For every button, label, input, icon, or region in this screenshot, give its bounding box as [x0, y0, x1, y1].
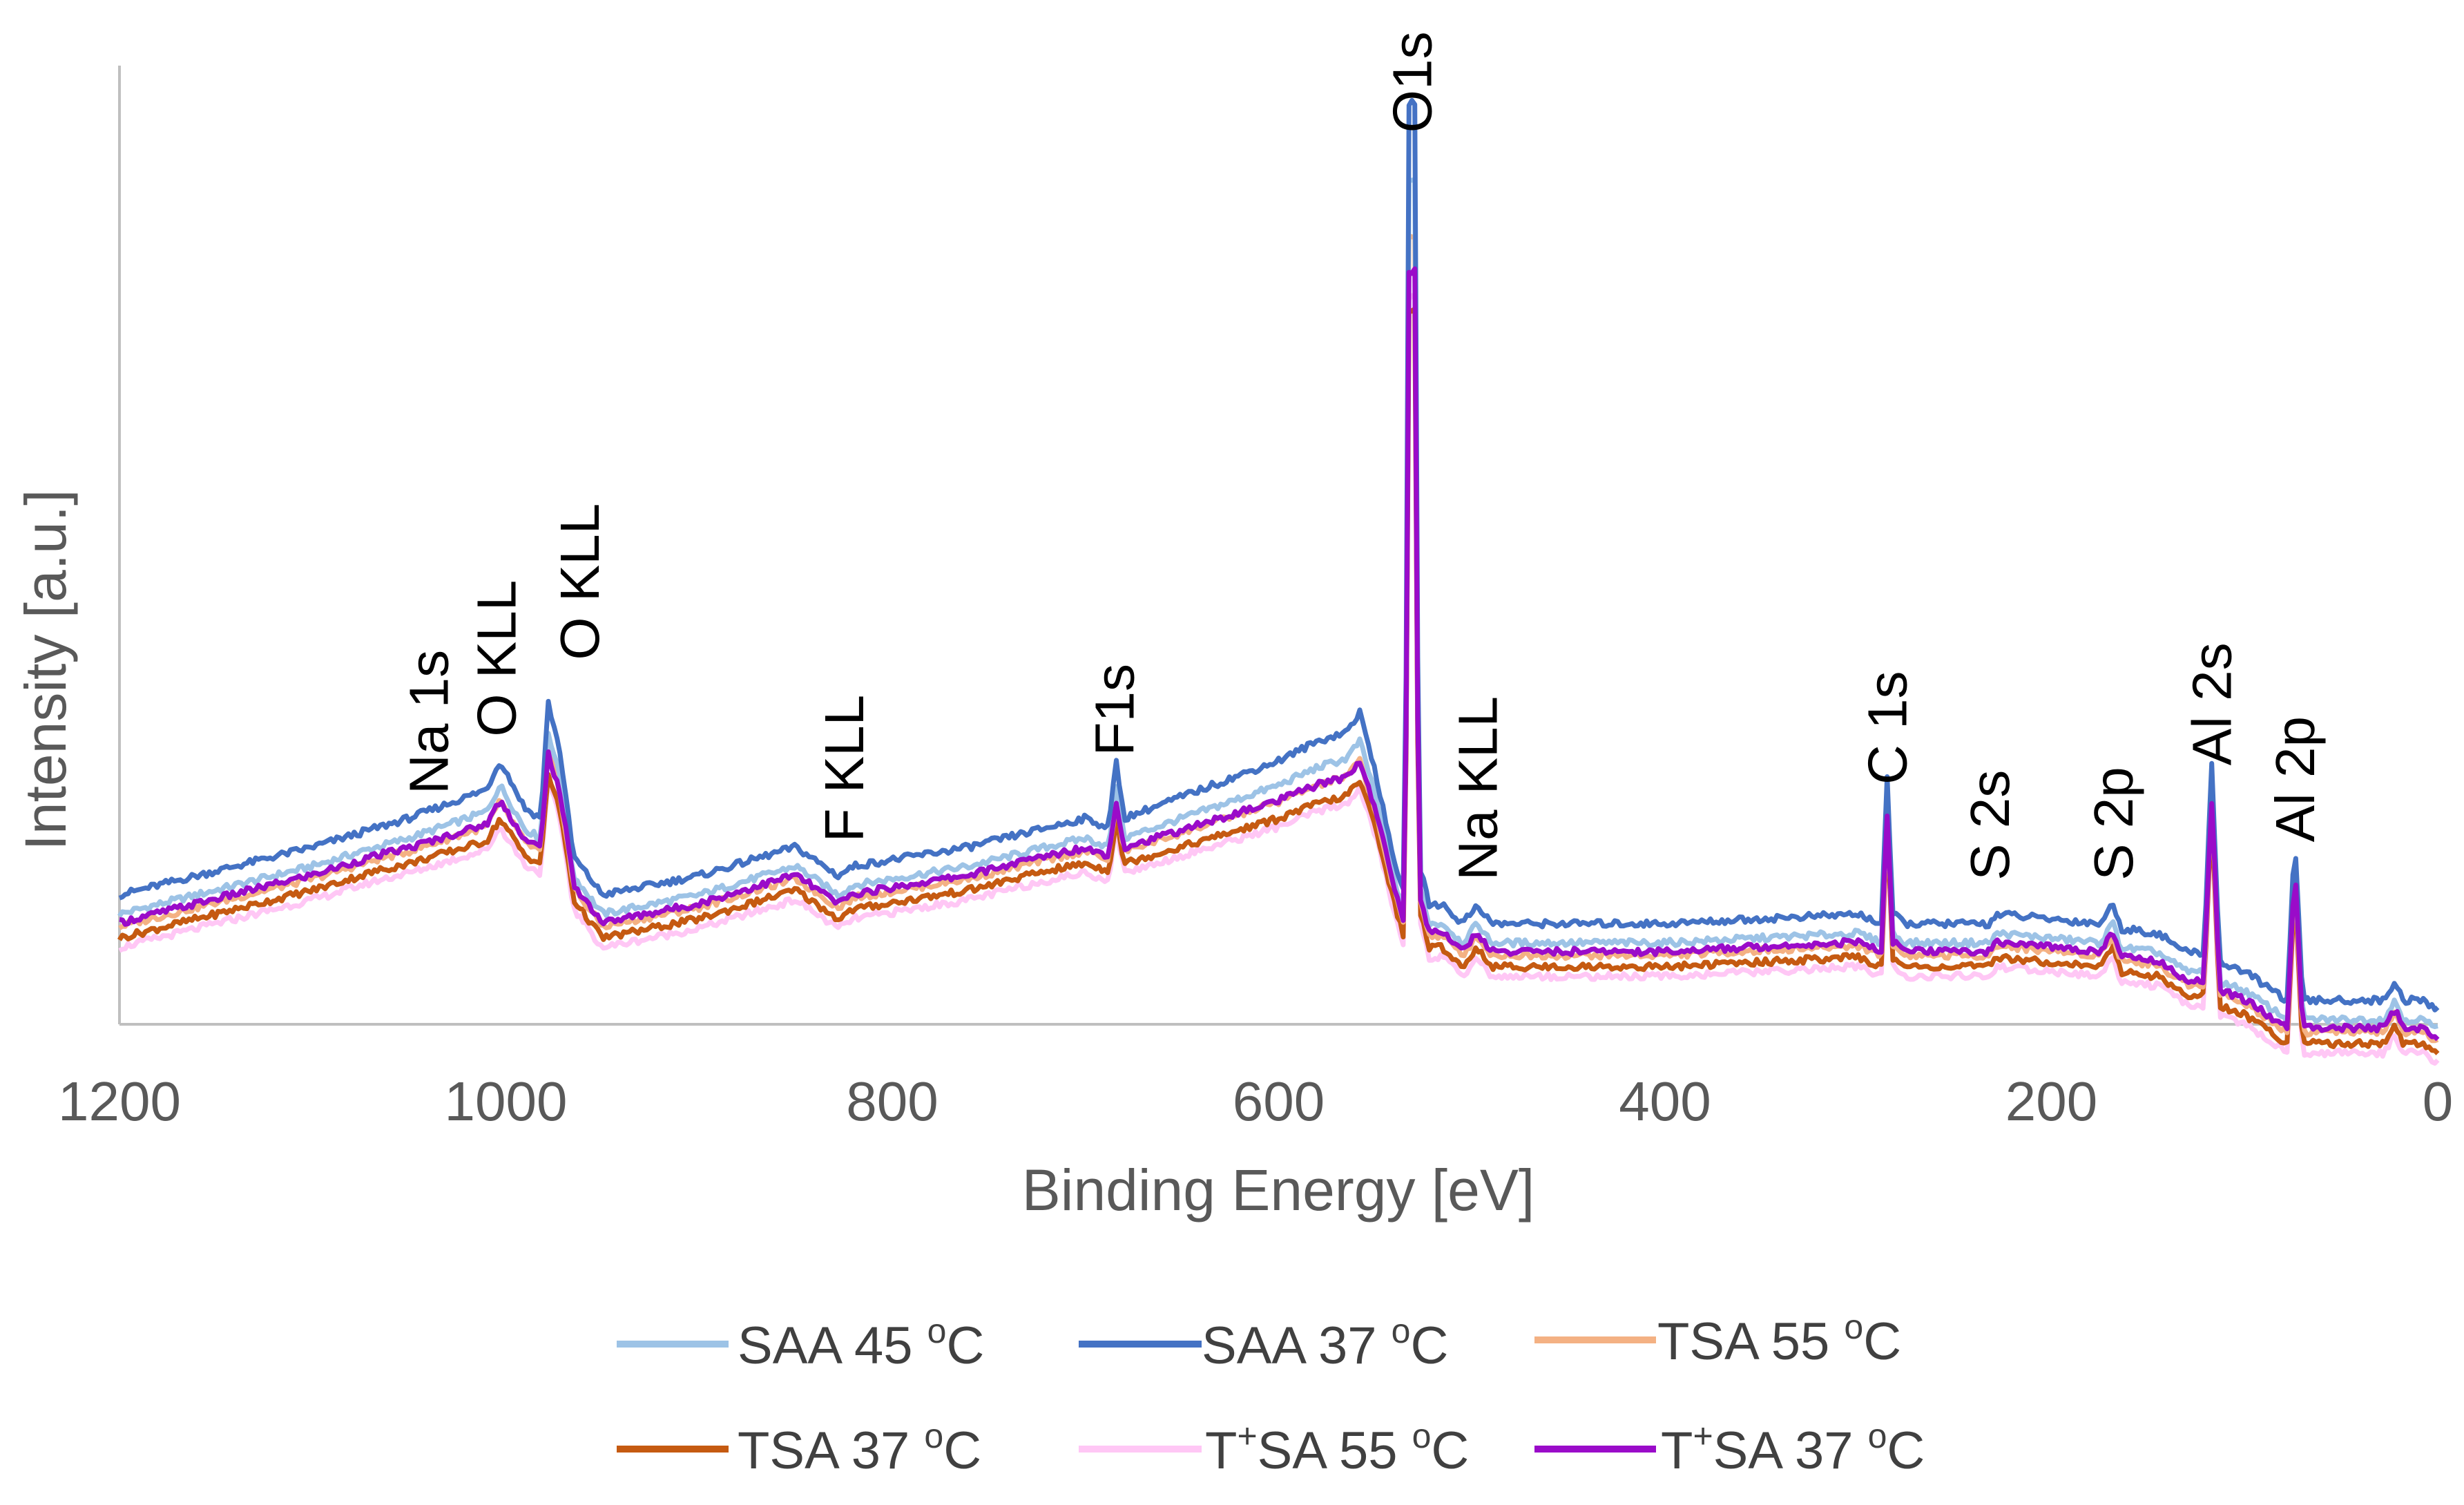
legend-item-tpsa37: T+SA 37 oC — [1534, 1417, 1925, 1480]
legend-unit: C — [943, 1421, 981, 1480]
x-tick-label: 600 — [1233, 1071, 1325, 1132]
peak-label: F1s — [1084, 664, 1146, 756]
legend-label-tpsa37-rest: SA 37 — [1713, 1421, 1868, 1480]
x-tick-label: 400 — [1619, 1071, 1711, 1132]
peak-label: O KLL — [466, 580, 528, 737]
peak-label: C 1s — [1857, 671, 1918, 785]
legend-label-tsa55: TSA 55 — [1657, 1312, 1844, 1371]
svg-text:SAA 45 oC: SAA 45 oC — [738, 1312, 984, 1375]
series-line-t-sa-37-c — [119, 266, 2440, 1042]
legend-sup-o: o — [1412, 1417, 1432, 1455]
legend-label-saa45: SAA 45 — [738, 1316, 927, 1375]
peak-label: O1s — [1382, 31, 1443, 133]
x-tick-label: 0 — [2423, 1071, 2454, 1132]
legend-unit: C — [946, 1316, 984, 1375]
series-line-saa-45-c — [117, 177, 2438, 1029]
peak-label: Al 2s — [2182, 642, 2243, 765]
peak-label: O KLL — [549, 504, 610, 660]
legend: SAA 45 oC SAA 37 oC TSA 55 oC TSA 37 oC … — [617, 1307, 1925, 1480]
legend-sup-o: o — [1392, 1312, 1411, 1350]
peak-label: Na KLL — [1447, 696, 1509, 881]
series-layer — [117, 97, 2440, 1066]
svg-text:T+SA 37 oC: T+SA 37 oC — [1661, 1417, 1925, 1480]
peak-label: S 2s — [1959, 770, 2021, 881]
x-tick-label: 800 — [846, 1071, 938, 1132]
x-tick-label: 1000 — [445, 1071, 568, 1132]
x-axis-title: Binding Energy [eV] — [1022, 1158, 1534, 1223]
legend-unit: C — [1410, 1316, 1448, 1375]
legend-sup-o: o — [1868, 1417, 1887, 1455]
svg-text:TSA 37 oC: TSA 37 oC — [738, 1417, 981, 1480]
legend-sup-o: o — [924, 1417, 943, 1455]
legend-label-tsa37: TSA 37 — [738, 1421, 924, 1480]
legend-sup-o: o — [927, 1312, 947, 1350]
legend-unit: C — [1863, 1312, 1901, 1371]
svg-text:SAA 37 oC: SAA 37 oC — [1202, 1312, 1448, 1375]
legend-unit: C — [1887, 1421, 1925, 1480]
legend-label-tpsa55-rest: SA 55 — [1258, 1421, 1412, 1480]
legend-label-tpsa55: T — [1205, 1421, 1237, 1480]
x-tick-label: 200 — [2005, 1071, 2097, 1132]
peak-label: Na 1s — [398, 650, 460, 794]
svg-text:TSA 55 oC: TSA 55 oC — [1657, 1307, 1901, 1371]
legend-item-saa45: SAA 45 oC — [617, 1312, 984, 1375]
series-line-saa-37-c — [118, 97, 2440, 1013]
legend-unit: C — [1431, 1421, 1469, 1480]
x-tick-labels: 1200 1000 800 600 400 200 0 — [58, 1071, 2453, 1132]
legend-item-tsa37: TSA 37 oC — [617, 1417, 981, 1480]
legend-label-saa37: SAA 37 — [1202, 1316, 1392, 1375]
legend-sup-plus: + — [1693, 1417, 1713, 1455]
series-line-t-sa-55-c — [118, 293, 2440, 1066]
peak-label: Al 2p — [2264, 716, 2326, 842]
x-tick-label: 1200 — [58, 1071, 181, 1132]
svg-text:T+SA 55 oC: T+SA 55 oC — [1205, 1417, 1469, 1480]
y-axis-title: Intensity [a.u.] — [13, 490, 78, 851]
legend-item-tsa55: TSA 55 oC — [1534, 1307, 1901, 1371]
legend-label-tpsa37: T — [1661, 1421, 1693, 1480]
legend-item-saa37: SAA 37 oC — [1079, 1312, 1448, 1375]
series-line-tsa-37-c — [117, 306, 2440, 1055]
legend-sup-plus: + — [1237, 1417, 1257, 1455]
legend-sup-o: o — [1844, 1307, 1863, 1346]
peak-label: S 2p — [2083, 767, 2144, 881]
peak-label: F KLL — [814, 695, 875, 842]
legend-item-tpsa55: T+SA 55 oC — [1079, 1417, 1469, 1480]
